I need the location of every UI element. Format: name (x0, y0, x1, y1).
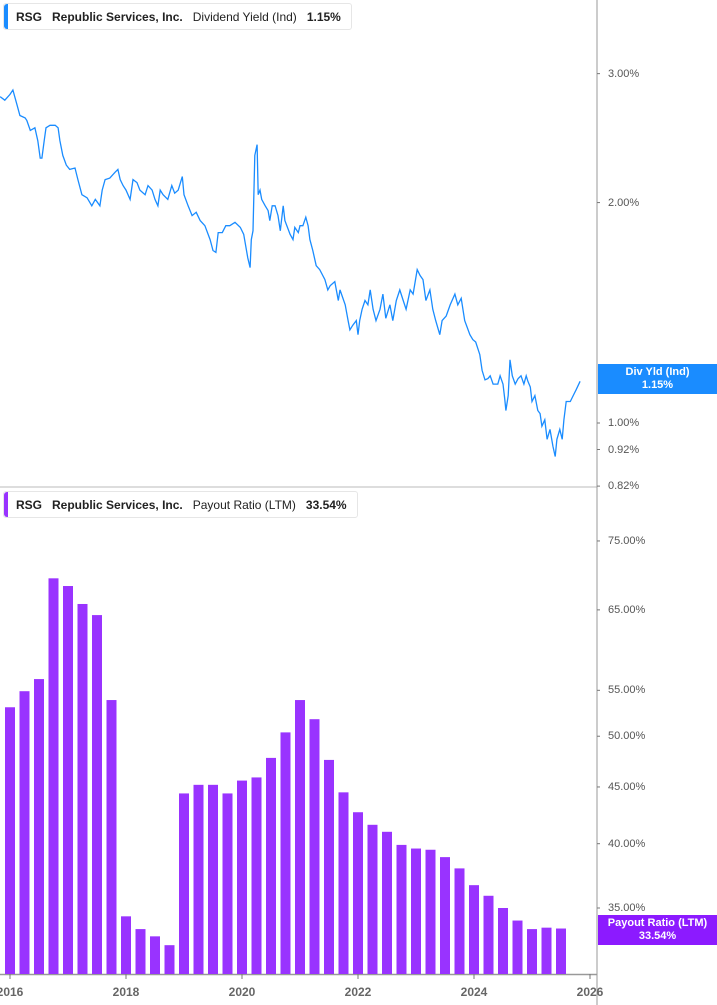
payout-bar (121, 916, 131, 974)
payout-bar (338, 792, 349, 974)
payout-bar (353, 812, 363, 974)
payout-bar (19, 691, 30, 974)
x-tick-label: 2022 (344, 985, 372, 999)
payout-bars (5, 578, 566, 974)
payout-bar (34, 679, 44, 974)
legend-value: 1.15% (306, 9, 341, 24)
legend-value: 33.54% (305, 497, 347, 512)
payout-bar (483, 895, 494, 974)
payout-value-flag: Payout Ratio (LTM) 33.54% (598, 915, 717, 945)
x-tick-label: 2024 (460, 985, 488, 999)
payout-bar (208, 784, 218, 974)
payout-bar (541, 927, 552, 974)
payout-bar (150, 936, 160, 974)
payout-bar (396, 844, 407, 974)
top-legend[interactable]: RSG Republic Services, Inc. Dividend Yie… (3, 3, 352, 30)
payout-bar (440, 857, 450, 974)
y-tick-label: 40.00% (608, 837, 646, 850)
legend-ticker: RSG (16, 9, 43, 24)
flag-label: Div Yld (Ind) (625, 366, 690, 378)
payout-bar (556, 928, 566, 974)
legend-company: Republic Services, Inc. (52, 9, 183, 24)
payout-bar (63, 586, 73, 974)
payout-bar (527, 929, 537, 974)
y-tick-label: 65.00% (608, 603, 646, 616)
x-tick-label: 2016 (0, 985, 24, 999)
y-tick-label: 55.00% (608, 684, 646, 697)
y-tick-label: 3.00% (608, 67, 640, 80)
x-tick-label: 2020 (228, 985, 256, 999)
legend-metric: Dividend Yield (Ind) (192, 9, 297, 24)
payout-bar (106, 700, 117, 974)
payout-bar (92, 615, 102, 974)
payout-bar (367, 824, 378, 974)
payout-bar (5, 707, 15, 974)
payout-bar (251, 777, 262, 974)
y-tick-label: 2.00% (608, 196, 640, 209)
payout-bar (469, 885, 479, 974)
y-tick-label: 45.00% (608, 780, 646, 793)
legend-company: Republic Services, Inc. (52, 497, 183, 512)
y-tick-label: 1.00% (608, 417, 640, 429)
bottom-legend[interactable]: RSG Republic Services, Inc. Payout Ratio… (3, 491, 358, 518)
payout-bar (237, 780, 247, 974)
flag-value: 33.54% (638, 930, 677, 942)
y-tick-label: 75.00% (608, 534, 646, 547)
payout-bar (512, 920, 523, 974)
x-tick-label: 2026 (576, 985, 604, 999)
payout-bar (77, 603, 88, 974)
payout-bar (324, 759, 334, 974)
payout-bar (309, 719, 320, 974)
legend-metric: Payout Ratio (LTM) (192, 497, 296, 512)
payout-bar (164, 945, 175, 974)
legend-ticker: RSG (16, 497, 43, 512)
payout-bar (454, 868, 465, 974)
axis-ticks (9, 73, 600, 979)
payout-bar (193, 784, 204, 974)
yield-color-swatch (4, 4, 8, 29)
y-tick-label: 0.92% (608, 443, 640, 456)
flag-value: 1.15% (641, 379, 674, 391)
y-tick-label: 50.00% (608, 730, 646, 743)
payout-bar (280, 732, 291, 974)
payout-color-swatch (4, 492, 8, 517)
payout-bar (382, 831, 392, 974)
flag-label: Payout Ratio (LTM) (607, 917, 708, 929)
payout-bar (48, 578, 59, 974)
y-tick-label: 35.00% (608, 902, 646, 914)
x-tick-label: 2018 (112, 985, 140, 999)
payout-bar (425, 849, 436, 974)
payout-bar (498, 908, 508, 974)
payout-bar (179, 793, 189, 974)
payout-bar (411, 848, 421, 974)
yield-value-flag: Div Yld (Ind) 1.15% (598, 364, 717, 394)
payout-bar (222, 793, 233, 974)
payout-bar (266, 757, 276, 974)
y-tick-label: 0.82% (608, 480, 640, 493)
dividend-yield-line (0, 88, 581, 457)
payout-bar (135, 929, 146, 974)
payout-bar (295, 700, 305, 974)
